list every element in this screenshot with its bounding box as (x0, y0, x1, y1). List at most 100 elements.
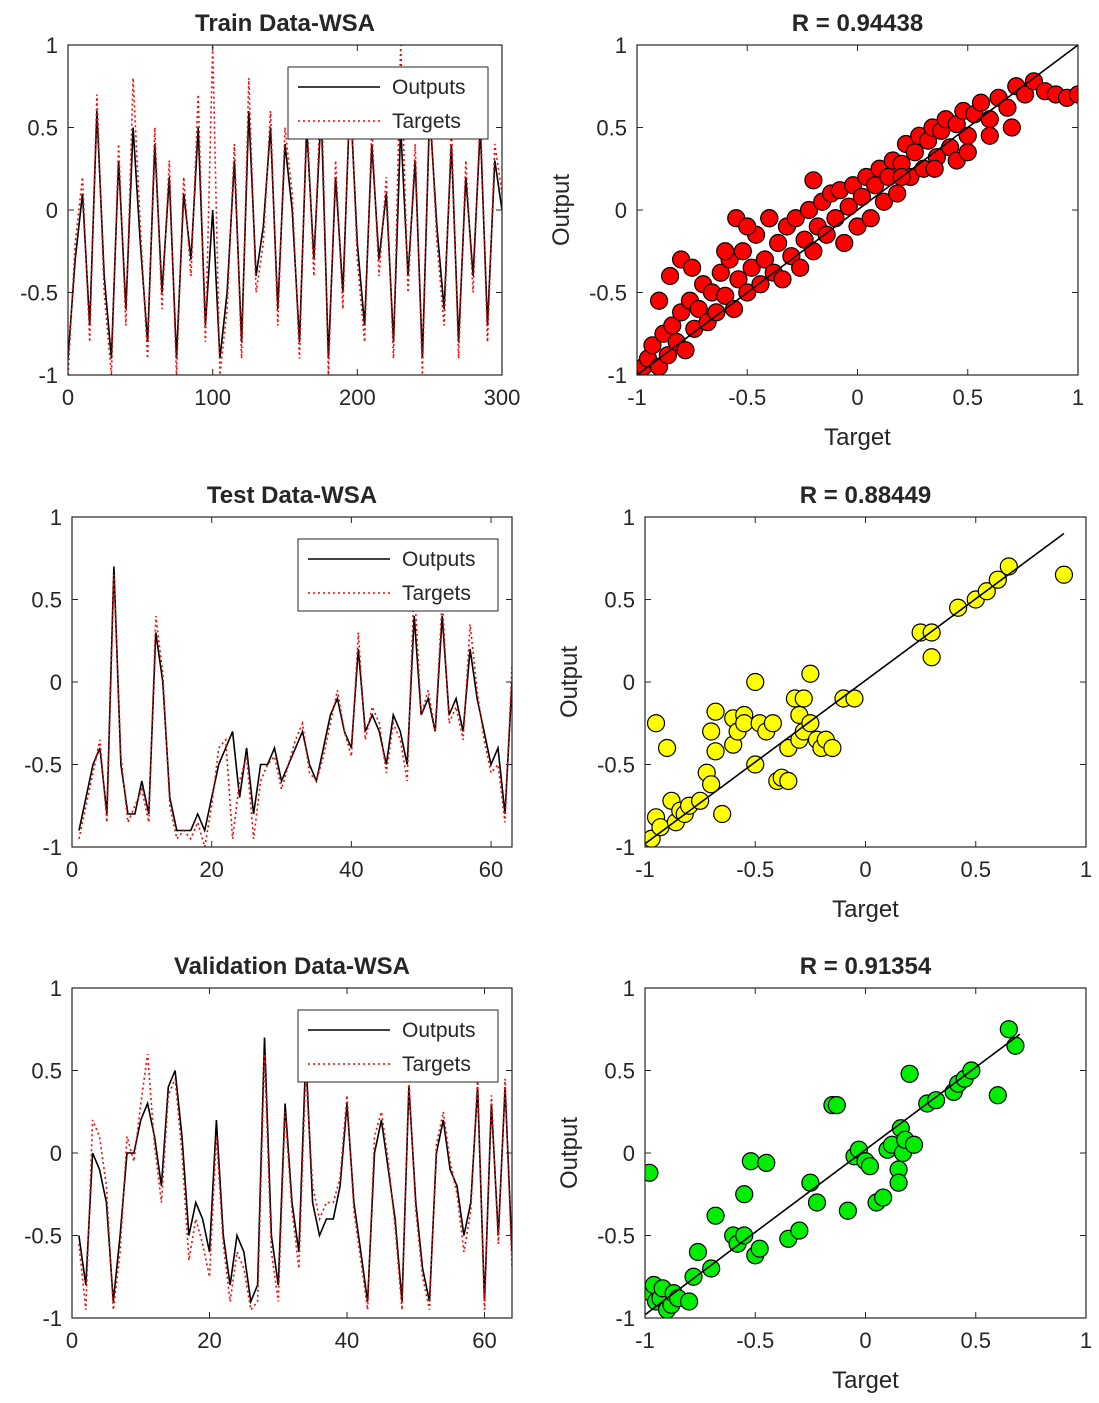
data-point (904, 1135, 924, 1154)
data-point (769, 233, 788, 253)
data-point (874, 1188, 893, 1207)
x-tick-label: 60 (472, 1328, 496, 1353)
data-point (1015, 85, 1035, 104)
data-point (971, 93, 991, 112)
y-tick-label: 1 (50, 505, 62, 530)
fit-line (645, 1033, 1021, 1316)
data-point (735, 1226, 754, 1245)
chart-title: R = 0.91354 (800, 953, 932, 980)
data-point (746, 672, 765, 692)
data-point (998, 98, 1017, 117)
data-point (735, 714, 754, 733)
data-point (676, 341, 695, 360)
data-point (839, 197, 858, 216)
chart-title: Validation Data-WSA (174, 953, 410, 980)
y-tick-label: 1 (623, 976, 635, 1001)
data-point (988, 1086, 1007, 1105)
y-tick-label: 0 (50, 670, 62, 695)
data-point (790, 1221, 809, 1240)
chart-title: Train Data-WSA (195, 10, 375, 37)
data-point (848, 217, 867, 236)
data-point (874, 192, 894, 211)
data-point (801, 1173, 820, 1192)
y-tick-label: 1 (615, 33, 627, 58)
data-point (706, 702, 725, 721)
x-tick-label: 40 (335, 1328, 359, 1353)
data-point (823, 738, 842, 758)
x-tick-label: -0.5 (728, 385, 766, 410)
data-layer (78, 1037, 512, 1312)
y-tick-label: 0 (623, 1141, 635, 1166)
data-point (657, 738, 677, 758)
data-point (643, 336, 662, 355)
data-point (646, 714, 666, 733)
y-tick-label: -0.5 (24, 753, 62, 778)
data-point (949, 598, 968, 617)
data-point (845, 689, 864, 708)
data-point (729, 270, 748, 289)
x-axis-label: Target (832, 1367, 899, 1394)
data-point (763, 714, 782, 733)
data-point (649, 291, 669, 310)
series-line-outputs (78, 1037, 512, 1305)
x-tick-label: -0.5 (736, 1328, 774, 1353)
series-line-targets (78, 574, 512, 847)
legend: Outputs Targets (297, 538, 499, 612)
y-tick-label: -0.5 (597, 1224, 635, 1249)
legend-label-outputs: Outputs (392, 76, 466, 99)
x-tick-label: 20 (199, 857, 223, 882)
data-point (1054, 565, 1074, 584)
data-layer (645, 1020, 1025, 1318)
y-tick-label: 0 (615, 198, 627, 223)
y-tick-label: -1 (42, 1306, 62, 1331)
x-tick-label: 1 (1080, 1328, 1092, 1353)
data-point (826, 209, 845, 228)
x-tick-label: 20 (197, 1328, 221, 1353)
x-axis-label: Target (824, 424, 891, 451)
data-point (755, 250, 774, 269)
data-point (807, 1193, 827, 1212)
y-tick-label: -0.5 (589, 281, 627, 306)
x-tick-label: 1 (1080, 857, 1092, 882)
data-point (746, 755, 765, 774)
y-axis-label: Output (556, 646, 583, 718)
legend: Outputs Targets (297, 1009, 499, 1083)
y-tick-label: 0.5 (604, 1059, 635, 1084)
x-tick-label: 0 (859, 857, 871, 882)
y-tick-label: -1 (38, 363, 58, 388)
data-point (757, 1153, 776, 1173)
data-point (804, 242, 823, 261)
legend-label-targets: Targets (402, 582, 471, 605)
data-point (801, 664, 820, 683)
data-point (645, 1163, 659, 1182)
x-tick-label: -0.5 (736, 857, 774, 882)
y-tick-label: 0.5 (31, 1059, 62, 1084)
y-tick-label: 0.5 (596, 116, 627, 141)
legend-label-outputs: Outputs (402, 1019, 476, 1042)
y-tick-label: -1 (615, 835, 635, 860)
data-point (742, 258, 761, 277)
data-point (741, 1152, 760, 1171)
data-point (706, 742, 725, 761)
data-point (861, 209, 880, 228)
legend-label-targets: Targets (402, 1053, 471, 1076)
y-tick-label: -1 (615, 1306, 635, 1331)
x-tick-label: 0 (859, 1328, 871, 1353)
x-tick-label: 0 (62, 385, 74, 410)
data-point (733, 242, 752, 261)
chart-title: R = 0.88449 (800, 482, 931, 509)
y-tick-label: -1 (42, 835, 62, 860)
x-tick-label: 0 (851, 385, 863, 410)
data-point (660, 266, 680, 286)
data-point (1006, 1036, 1025, 1055)
legend-box (297, 538, 499, 612)
legend-box (297, 1009, 499, 1083)
data-point (866, 176, 885, 195)
data-point (707, 303, 726, 322)
data-point (922, 648, 941, 667)
x-tick-label: 0 (66, 857, 78, 882)
y-axis-label: Output (548, 174, 575, 246)
data-point (988, 570, 1007, 589)
data-point (905, 143, 924, 162)
